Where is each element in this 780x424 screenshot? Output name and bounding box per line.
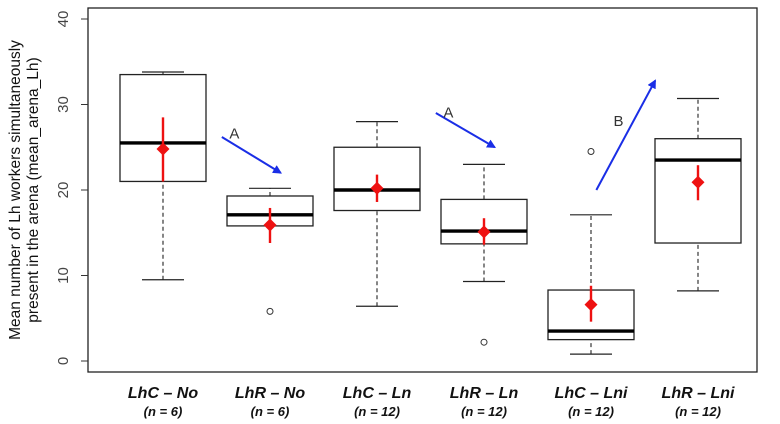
sample-size-label: (n = 6) [251, 404, 290, 419]
comparison-label: A [443, 104, 453, 121]
y-tick-label: 30 [55, 96, 72, 113]
category-label: LhC – Ln [343, 385, 412, 402]
mean-diamond [691, 175, 705, 189]
outlier-point [266, 307, 274, 315]
comparison-arrow [435, 112, 496, 149]
mean-diamond [584, 298, 598, 312]
mean-diamond [263, 218, 277, 232]
y-tick-label: 0 [55, 357, 72, 365]
category-label: LhC – No [128, 385, 198, 402]
comparison-arrow [595, 79, 657, 191]
category-label: LhR – Ln [450, 385, 519, 402]
outlier-point [587, 148, 595, 156]
mean-diamond [477, 225, 491, 239]
category-label: LhR – No [235, 385, 305, 402]
comparison-label: B [613, 113, 623, 130]
sample-size-label: (n = 6) [144, 404, 183, 419]
y-tick-label: 40 [55, 11, 72, 28]
y-tick-label: 10 [55, 267, 72, 284]
y-axis-title-line: present in the arena (mean_arena_Lh) [25, 57, 42, 322]
category-label: LhC – Lni [555, 385, 628, 402]
mean-diamond [370, 181, 384, 195]
sample-size-label: (n = 12) [675, 404, 721, 419]
outlier-point [480, 338, 488, 346]
comparison-label: A [229, 126, 239, 143]
sample-size-label: (n = 12) [461, 404, 507, 419]
sample-size-label: (n = 12) [354, 404, 400, 419]
comparison-arrow [221, 136, 282, 174]
y-tick-label: 20 [55, 182, 72, 199]
mean-diamond [156, 142, 170, 156]
sample-size-label: (n = 12) [568, 404, 614, 419]
category-label: LhR – Lni [662, 385, 735, 402]
y-axis-title-line: Mean number of Lh workers simultaneously [7, 40, 24, 340]
